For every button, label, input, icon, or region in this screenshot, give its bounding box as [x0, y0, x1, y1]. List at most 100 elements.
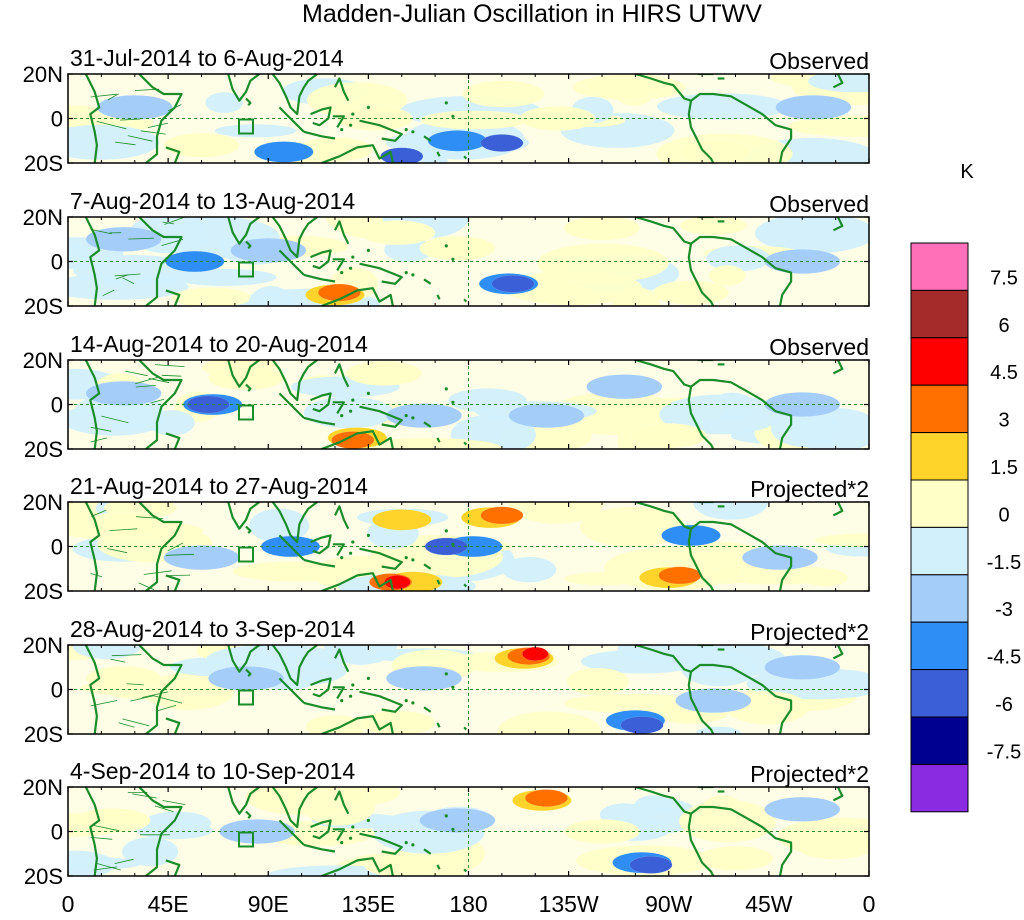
- x-tick-label: 90E: [248, 891, 289, 917]
- coastline: [138, 787, 183, 876]
- panel-tag: Observed: [769, 191, 869, 217]
- coastline: [832, 360, 844, 375]
- anomaly-feature-negative: [629, 856, 673, 874]
- country-border: [150, 398, 165, 404]
- coastline: [278, 819, 305, 846]
- coastline: [310, 392, 332, 413]
- country-border: [136, 516, 164, 519]
- coastline: [227, 502, 261, 530]
- anomaly-feature-negative: [620, 716, 664, 734]
- island: [404, 699, 408, 703]
- coastline: [138, 502, 183, 591]
- island: [349, 694, 353, 698]
- panel-date-range: 14-Aug-2014 to 20-Aug-2014: [70, 331, 368, 357]
- coastline: [359, 262, 403, 285]
- colorbar-swatch: [910, 337, 969, 386]
- coastline: [334, 648, 350, 673]
- country-border: [126, 683, 144, 686]
- anomaly-patch: [122, 837, 179, 867]
- anomaly-feature-negative: [85, 381, 162, 406]
- panel-2: 20N 0 20S 7-Aug-2014 to 13-Aug-2014 Observed: [23, 188, 870, 319]
- island: [366, 818, 370, 823]
- coastline: [310, 249, 332, 270]
- y-tick-label: 0: [51, 250, 63, 275]
- coastline: [271, 502, 318, 544]
- coastline: [321, 287, 394, 306]
- anomaly-feature-positive: [372, 509, 432, 531]
- coastline: [303, 130, 336, 140]
- anomaly-patch: [788, 115, 869, 137]
- anomaly-feature-positive: [317, 283, 361, 302]
- island: [366, 248, 370, 252]
- coastline: [332, 543, 345, 556]
- coastline: [832, 217, 844, 232]
- coastline: [635, 787, 692, 815]
- anomaly-feature-positive: [524, 789, 568, 807]
- country-border: [148, 377, 170, 384]
- reference-box: [238, 118, 254, 135]
- chart-title: Madden-Julian Oscillation in HIRS UTWV: [302, 0, 762, 28]
- coastline: [278, 249, 305, 276]
- coastline: [463, 155, 468, 160]
- coastline: [436, 864, 441, 870]
- country-border: [114, 858, 134, 864]
- y-tick-label: 0: [51, 107, 63, 132]
- coastline: [832, 645, 844, 660]
- coastline: [303, 558, 336, 568]
- anomaly-patch: [142, 811, 212, 836]
- anomaly-patch: [693, 502, 768, 520]
- colorbar-label: -7.5: [987, 741, 1021, 763]
- colorbar-swatch: [910, 384, 969, 434]
- coastline: [832, 74, 844, 89]
- island: [351, 112, 355, 116]
- anomaly-patch: [205, 92, 243, 113]
- coastline: [227, 787, 261, 815]
- coastline: [310, 819, 332, 840]
- panel-4: 20N 0 20S 21-Aug-2014 to 27-Aug-2014 Project…: [23, 473, 870, 604]
- coastline: [165, 574, 181, 591]
- coastline: [436, 579, 441, 585]
- x-tick-label: 45E: [148, 891, 189, 917]
- country-border: [90, 426, 112, 432]
- country-border: [130, 695, 155, 702]
- island: [349, 551, 353, 555]
- coastline: [423, 278, 432, 285]
- colorbar-swatch: [910, 716, 969, 765]
- coastline: [303, 416, 336, 426]
- country-border: [90, 573, 103, 578]
- colorbar-label: -6: [995, 694, 1013, 716]
- island: [366, 533, 370, 538]
- anomaly-patch: [815, 533, 869, 547]
- coastline: [436, 722, 441, 728]
- island: [451, 542, 455, 546]
- anomaly-feature-positive: [675, 139, 752, 163]
- country-border: [135, 385, 156, 388]
- island: [349, 123, 353, 127]
- country-border: [164, 217, 185, 225]
- anomaly-patch: [503, 270, 643, 305]
- coastline: [635, 74, 692, 102]
- island: [349, 409, 353, 413]
- colorbar-swatch: [910, 621, 969, 671]
- coastline: [359, 547, 403, 570]
- y-tick-label: 20N: [23, 633, 63, 658]
- y-tick-label: 0: [51, 820, 63, 845]
- country-border: [110, 658, 126, 663]
- coastline: [245, 97, 252, 106]
- colorbar-label: 6: [998, 315, 1009, 337]
- island: [451, 114, 455, 118]
- anomaly-feature-positive: [85, 511, 162, 537]
- country-border: [102, 289, 115, 297]
- coastline: [138, 217, 183, 306]
- coastline: [271, 645, 318, 687]
- coastline: [463, 868, 468, 873]
- island: [340, 841, 344, 845]
- country-border: [128, 237, 154, 240]
- y-tick-label: 0: [51, 678, 63, 703]
- coastline: [278, 534, 305, 561]
- x-tick-label: 0: [863, 891, 876, 917]
- coastline: [165, 146, 181, 163]
- island: [451, 400, 455, 404]
- island: [351, 825, 355, 829]
- coastline: [303, 273, 336, 283]
